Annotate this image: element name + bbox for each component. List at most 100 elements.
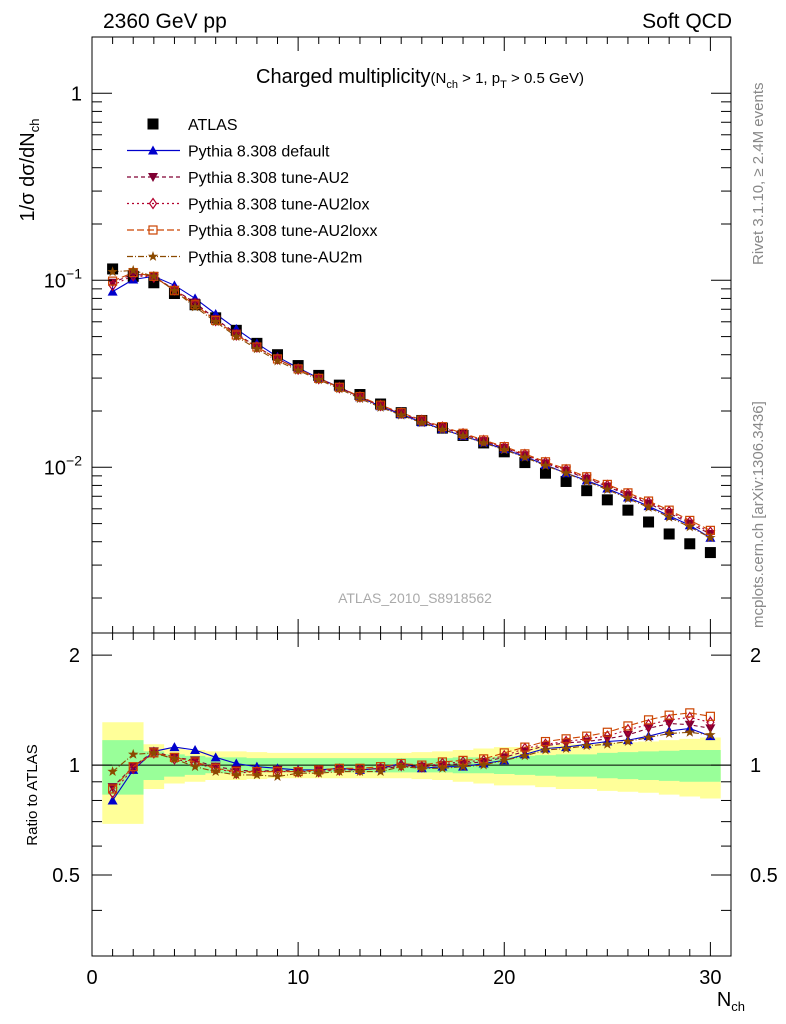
point-au2m xyxy=(499,444,510,455)
point-au2m xyxy=(663,511,675,522)
point-data xyxy=(622,504,634,516)
ratio-point-au2 xyxy=(684,720,695,730)
point-au2lox xyxy=(252,340,262,354)
ratio-point-au2m xyxy=(560,743,572,753)
ratio-point-au2m xyxy=(107,766,118,776)
point-au2m xyxy=(705,532,716,543)
point-au2lox xyxy=(211,314,220,327)
ratio-point-au2loxx xyxy=(643,715,654,725)
legend-label-au2m: Pythia 8.308 tune-AU2m xyxy=(188,250,362,267)
point-data xyxy=(581,485,593,497)
point-data xyxy=(539,467,551,479)
point-au2m xyxy=(292,364,304,375)
ratio-xlabel: Nch xyxy=(717,989,745,1014)
point-au2m xyxy=(602,484,613,494)
legend-marker-au2 xyxy=(148,173,158,182)
point-au2m xyxy=(684,521,695,532)
ratio-point-au2m xyxy=(375,766,386,776)
main-y-tick-label: 1 xyxy=(71,83,82,105)
point-au2lox xyxy=(396,407,406,420)
point-au2m xyxy=(457,430,469,441)
point-au2loxx xyxy=(108,276,118,286)
title-cut-mid: > 1, p xyxy=(458,70,500,87)
point-au2lox xyxy=(438,421,447,434)
ratio-y-tick-label-right: 0.5 xyxy=(750,865,778,887)
legend-marker-au2lox xyxy=(148,197,158,210)
legend-label-au2: Pythia 8.308 tune-AU2 xyxy=(188,170,349,187)
point-au2m xyxy=(354,393,366,404)
point-au2m xyxy=(519,451,531,462)
ratio-point-au2loxx xyxy=(623,721,633,731)
point-data xyxy=(560,475,572,487)
point-au2m xyxy=(189,301,201,312)
ratio-y-tick-label: 1 xyxy=(69,755,80,777)
ratio-point-au2lox xyxy=(128,762,138,775)
point-au2lox xyxy=(376,399,385,412)
ratio-point-au2m xyxy=(622,736,634,746)
point-data xyxy=(519,457,531,469)
ratio-point-au2lox xyxy=(644,718,653,731)
legend-label-au2lox: Pythia 8.308 tune-AU2lox xyxy=(188,197,369,214)
ratio-point-au2m xyxy=(313,767,324,778)
ratio-point-default xyxy=(190,744,201,754)
plot-title: Charged multiplicity(Nch > 1, pT > 0.5 G… xyxy=(256,66,584,91)
ratio-point-au2m xyxy=(251,769,263,780)
main-y-tick-label: 10−1 xyxy=(44,265,82,292)
ratio-point-au2 xyxy=(705,724,716,734)
ratio-point-default xyxy=(107,795,118,805)
ratio-point-au2m xyxy=(643,732,654,742)
ratio-point-au2loxx xyxy=(602,727,612,737)
ratio-point-au2loxx xyxy=(108,784,118,794)
title-cut-sub1: ch xyxy=(446,79,458,91)
ratio-point-au2m xyxy=(169,753,180,764)
ratio-point-au2m xyxy=(705,729,716,740)
title-main: Charged multiplicity xyxy=(256,66,431,88)
point-au2m xyxy=(396,409,407,420)
ratio-point-au2lox xyxy=(108,786,117,799)
point-au2lox xyxy=(417,414,427,427)
ratio-point-au2m xyxy=(210,766,221,776)
ratio-point-au2m xyxy=(581,740,592,751)
ratio-point-au2m xyxy=(663,728,675,738)
point-au2m xyxy=(437,424,448,435)
series-line-default xyxy=(112,275,711,539)
point-au2m xyxy=(375,401,386,412)
x-tick-label: 30 xyxy=(699,967,721,989)
legend-marker-au2m xyxy=(147,251,159,261)
header-right: Soft QCD xyxy=(642,10,732,33)
legend: ATLAS Pythia 8.308 default Pythia 8.308 tu… xyxy=(127,117,377,267)
ratio-point-au2m xyxy=(540,744,551,755)
point-data xyxy=(601,494,613,506)
point-data xyxy=(643,516,655,528)
point-au2m xyxy=(272,355,283,366)
ratio-point-au2m xyxy=(457,761,469,772)
ratio-point-au2m xyxy=(478,759,489,770)
point-au2 xyxy=(107,278,118,288)
series-line-au2 xyxy=(112,273,711,535)
ratio-point-default xyxy=(210,752,221,762)
analysis-id: ATLAS_2010_S8918562 xyxy=(338,590,492,606)
point-au2m xyxy=(560,467,572,478)
point-au2m xyxy=(416,417,427,428)
ratio-point-au2loxx xyxy=(561,734,571,744)
point-au2m xyxy=(128,264,139,275)
point-au2lox xyxy=(500,441,509,454)
ratio-point-au2loxx xyxy=(664,710,674,720)
ratio-point-au2 xyxy=(272,765,283,775)
legend-marker-au2loxx xyxy=(148,225,158,235)
ratio-point-au2loxx xyxy=(582,731,592,741)
point-data xyxy=(684,538,696,550)
point-au2lox xyxy=(458,427,468,440)
ratio-point-au2m xyxy=(519,750,531,761)
mcplots-label: mcplots.cern.ch [arXiv:1306.3436] xyxy=(750,401,767,628)
point-au2lox xyxy=(293,363,303,376)
point-data xyxy=(704,547,716,559)
ratio-point-au2m xyxy=(416,762,427,773)
point-au2lox xyxy=(232,328,241,342)
point-au2lox xyxy=(273,352,282,365)
legend-label-default: Pythia 8.308 default xyxy=(188,144,330,161)
ratio-point-au2m xyxy=(128,748,139,759)
legend-label-au2loxx: Pythia 8.308 tune-AU2loxx xyxy=(188,223,377,240)
ratio-ylabel: Ratio to ATLAS xyxy=(24,744,41,845)
ratio-point-au2m xyxy=(148,747,160,758)
